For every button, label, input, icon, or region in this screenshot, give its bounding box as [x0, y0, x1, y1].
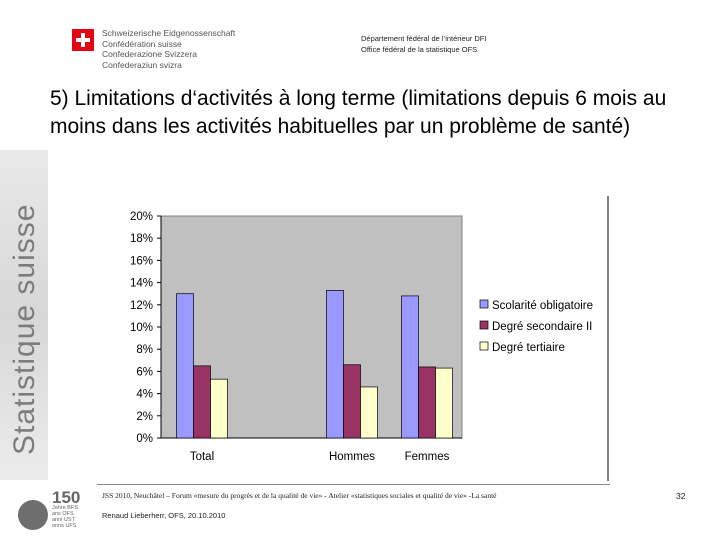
department-line: Département fédéral de l’intérieur DFI: [361, 34, 487, 43]
bar-3: [435, 367, 453, 439]
legend-label: Degré secondaire II: [492, 321, 592, 333]
y-tick-label: 6%: [136, 366, 153, 378]
y-tick-label: 18%: [130, 233, 153, 245]
y-tick-label: 2%: [136, 411, 153, 423]
bar-2: [343, 364, 361, 439]
x-category-label: Total: [190, 451, 214, 463]
logo-number: 150: [52, 488, 81, 507]
bar-3: [210, 378, 228, 439]
bar-1: [176, 293, 194, 439]
confederation-line: Confederazione Svizzera: [102, 49, 197, 59]
logo-caption-line: anni UST: [52, 517, 75, 523]
bar-2: [418, 366, 436, 439]
logo-caption-line: onns UFS: [52, 523, 77, 529]
logo-disc-icon: [18, 500, 48, 530]
y-tick-label: 8%: [136, 344, 153, 356]
confederation-line: Confédération suisse: [102, 38, 182, 49]
footer-divider: [97, 484, 610, 485]
slide-title: 5) Limitations d‘activités à long terme …: [50, 87, 667, 138]
page-number: 32: [676, 491, 686, 501]
chart-container: 0% 2% 4% 6% 8% 10% 12% 14% 16% 18% 20% Total Hommes F…: [96, 196, 616, 481]
bar-2: [193, 365, 211, 439]
logo-caption-line: ans OFS: [52, 511, 74, 517]
bar-3: [360, 386, 378, 439]
y-tick-label: 20%: [130, 211, 153, 223]
bar-1: [401, 295, 419, 439]
footer-event-text: JSS 2010, Neuchâtel – Forum «mesure du p…: [102, 491, 497, 500]
logo-caption: Jahre BFS ans OFS anni UST onns UFS: [52, 505, 78, 529]
legend-swatch: [479, 299, 489, 309]
logo-caption-line: Jahre BFS: [52, 505, 78, 511]
footer-author-text: Renaud Lieberherr, OFS, 20.10.2010: [102, 511, 226, 520]
x-category-label: Femmes: [405, 451, 450, 463]
bar-chart: 0% 2% 4% 6% 8% 10% 12% 14% 16% 18% 20% Total Hommes F…: [130, 196, 609, 481]
y-tick-label: 4%: [136, 389, 153, 401]
y-tick-label: 16%: [130, 255, 153, 267]
sidebar-brand-text: Statistique suisse: [8, 203, 41, 455]
y-tick-label: 0%: [136, 433, 153, 445]
y-tick-label: 10%: [130, 322, 153, 334]
sidebar-band: [0, 150, 48, 480]
y-tick-label: 12%: [130, 300, 153, 312]
confederation-line: Schweizerische Eidgenossenschaft: [102, 28, 236, 38]
y-tick-label: 14%: [130, 278, 153, 290]
x-category-label: Hommes: [329, 451, 375, 463]
legend-swatch: [479, 341, 489, 351]
legend-label: Degré tertiaire: [492, 342, 565, 354]
bar-1: [326, 290, 344, 439]
legend-label: Scolarité obligatoire: [492, 300, 593, 312]
department-line: Office fédéral de la statistique OFS: [361, 45, 478, 54]
department-header: Département fédéral de l’intérieur DFI O…: [361, 33, 486, 55]
swiss-flag-icon: [72, 29, 94, 51]
anniversary-logo: 150 Jahre BFS ans OFS anni UST onns UFS: [16, 488, 96, 534]
confederation-name: Schweizerische Eidgenossenschaft Confédé…: [102, 28, 235, 70]
legend-swatch: [479, 320, 489, 330]
confederation-line: Confederaziun svizra: [102, 59, 182, 70]
